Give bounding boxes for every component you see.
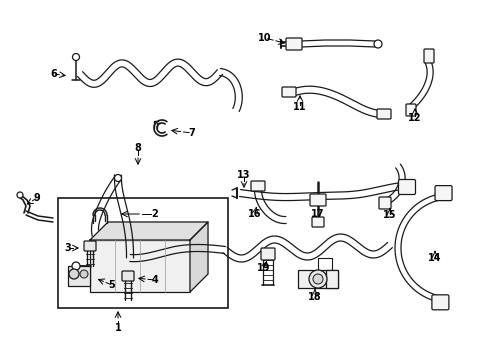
Text: 12: 12 [407, 113, 421, 123]
Text: 9: 9 [34, 193, 41, 203]
Bar [58, 198, 227, 308]
Bar [325, 270, 337, 288]
Text: 4: 4 [151, 275, 158, 285]
Text: 8: 8 [134, 143, 141, 153]
Text: 18: 18 [307, 292, 321, 302]
FancyBboxPatch shape [378, 197, 390, 209]
FancyBboxPatch shape [261, 248, 274, 260]
Circle shape [72, 262, 80, 270]
Text: 5: 5 [108, 280, 115, 290]
FancyBboxPatch shape [376, 109, 390, 119]
Circle shape [312, 274, 323, 284]
FancyBboxPatch shape [423, 49, 433, 63]
Polygon shape [90, 222, 207, 240]
Circle shape [308, 270, 326, 288]
FancyBboxPatch shape [405, 104, 415, 116]
Text: 10: 10 [258, 33, 271, 43]
Text: 14: 14 [427, 253, 441, 263]
Bar [90, 240, 190, 292]
Text: 16: 16 [248, 209, 261, 219]
Text: 19: 19 [257, 263, 270, 273]
Text: 13: 13 [237, 170, 250, 180]
Text: 1: 1 [114, 323, 121, 333]
Bar [297, 270, 337, 288]
Text: 15: 15 [383, 210, 396, 220]
FancyBboxPatch shape [431, 295, 448, 310]
Text: 3: 3 [64, 243, 71, 253]
Circle shape [72, 54, 80, 60]
Text: 17: 17 [311, 209, 324, 219]
FancyBboxPatch shape [285, 38, 302, 50]
Text: 2: 2 [151, 209, 158, 219]
FancyBboxPatch shape [309, 194, 325, 206]
Text: 11: 11 [293, 102, 306, 112]
FancyBboxPatch shape [282, 87, 295, 97]
Circle shape [373, 40, 381, 48]
Circle shape [80, 270, 88, 278]
FancyBboxPatch shape [398, 180, 415, 194]
FancyBboxPatch shape [250, 181, 264, 191]
Circle shape [17, 192, 23, 198]
Circle shape [114, 175, 121, 181]
Circle shape [69, 269, 79, 279]
FancyBboxPatch shape [122, 271, 134, 281]
Polygon shape [190, 222, 207, 292]
FancyBboxPatch shape [84, 241, 96, 251]
FancyBboxPatch shape [434, 186, 451, 201]
FancyBboxPatch shape [311, 217, 324, 227]
Bar [68, 266, 90, 286]
Text: 6: 6 [51, 69, 57, 79]
Text: 7: 7 [188, 128, 195, 138]
